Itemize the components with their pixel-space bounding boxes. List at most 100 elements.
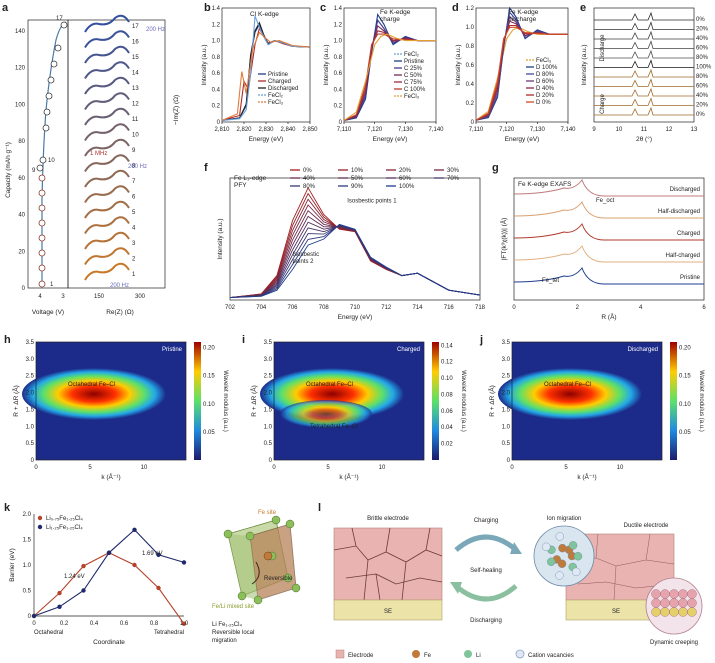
panel-a-point-label: 9 — [32, 168, 36, 174]
y-axis-label: R + ΔR (Å) — [249, 385, 258, 417]
panel-a-nyquist-arc — [84, 185, 130, 204]
panel-g-letter: g — [492, 162, 499, 174]
panel-a-marker — [38, 204, 46, 212]
legend-entry: C 25% — [404, 66, 423, 72]
heatmap-state-label: Charged — [397, 347, 420, 353]
x-tick-label: 7,130 — [398, 127, 414, 133]
xrd-level-label: 20% — [696, 27, 709, 33]
legend-entry: Li₀.₇₅Fe₁.₂₅Cl₄ — [46, 516, 83, 522]
panel-a-ytick: 60 — [18, 176, 25, 182]
creep-atom — [651, 598, 661, 608]
legend-entry: 100% — [399, 184, 415, 190]
panel-b-chart: 2,810 2,820 2,830 2,840 2,850 0 0.2 0.4 0.6 0.8 1.… — [201, 6, 318, 143]
barrier-point — [57, 590, 62, 596]
y-axis-label: Intensity (a.u.) — [455, 44, 462, 85]
y-tick-label: 0.2 — [334, 104, 343, 110]
x-tick-label: 0.8 — [150, 621, 159, 627]
creep-atom — [651, 607, 661, 617]
exafs-trace-label: Discharged — [670, 187, 700, 193]
y-tick-label: 0.6 — [466, 63, 475, 69]
y-axis-label: Intensity (a.u.) — [201, 44, 208, 85]
exafs-trace — [513, 223, 704, 241]
colorbar — [670, 342, 677, 460]
x-tick-label: 10 — [616, 127, 623, 133]
chart-title: charge — [380, 16, 400, 23]
panel-f-letter: f — [204, 162, 208, 174]
x-tick-label: 13 — [691, 127, 698, 133]
y-tick-label: 3.5 — [264, 340, 273, 346]
panel-a-y2label: −Im(Z) (Ω) — [173, 95, 180, 125]
barrier-point — [181, 560, 187, 565]
legend-fe: Fe — [424, 653, 432, 659]
y-tick-label: 1.4 — [212, 6, 221, 12]
panel-j-letter: j — [480, 334, 484, 346]
octahedral-annotation: Octahedral Fe–Cl — [544, 382, 591, 388]
colorbar-tick: 0.02 — [441, 442, 453, 448]
x-tick-label: 7,130 — [530, 127, 546, 133]
panel-f-chart: 702 704 706 708 710 712 714 716 718 Energy (eV) In… — [217, 168, 486, 321]
panel-a-nyquist-arc — [84, 30, 130, 49]
x-tick-label: 0.4 — [90, 621, 99, 627]
legend-entry: 70% — [447, 176, 460, 182]
legend-entry: Discharged — [268, 86, 298, 92]
discharging-label: Discharging — [470, 618, 502, 624]
discharging-arrow — [454, 584, 518, 602]
creep-atom — [669, 598, 679, 608]
x-tick-label: 706 — [287, 305, 298, 311]
panel-a-nyquist-label: 16 — [132, 40, 139, 46]
panel-a-nyquist-label: 2 — [132, 257, 136, 263]
x-tick-label: 7,140 — [560, 127, 576, 133]
legend-swatch — [37, 524, 43, 530]
y-tick-label: 0.4 — [334, 87, 343, 93]
panel-a-marker — [60, 21, 68, 29]
exafs-trace-label: Charged — [677, 231, 700, 237]
x-tick-label: 2,810 — [214, 127, 230, 133]
legend-entry: 50% — [351, 176, 364, 182]
panel-a-marker — [38, 249, 46, 257]
y-tick-label: 0.5 — [26, 441, 35, 447]
x-tick-label: 6 — [702, 305, 706, 311]
legend-entry: D 100% — [536, 65, 558, 71]
colorbar-tick: 0.15 — [203, 374, 215, 380]
structure-caption-2: Reversible local — [212, 630, 254, 636]
chart-title: discharge — [508, 16, 537, 23]
exafs-trace — [513, 201, 704, 219]
panel-e-chart: 0% 20% 40% 60% 80% 100% 80% 60% 40% 20% 0% 9 10 11 12 1… — [581, 7, 712, 143]
x-tick-label: 11 — [641, 127, 648, 133]
panel-a-markers: 1 9 10 17 — [32, 16, 68, 288]
panel-a-ytick: 40 — [18, 213, 25, 219]
y-tick-label: 1.2 — [466, 6, 475, 12]
structure-reversible-label: Reversible — [264, 576, 293, 582]
panel-a-nyquist-label: 3 — [132, 241, 136, 247]
x-tick-label: 0.2 — [60, 621, 69, 627]
tetrahedral-annotation: Tetrahedral Fe–Cl — [310, 424, 358, 430]
panel-a-marker — [38, 174, 46, 182]
pfy-spectrum — [229, 215, 481, 299]
y-axis-label: Barrier (eV) — [9, 548, 16, 582]
panel-a-nyquist-arc — [84, 107, 130, 126]
legend-entry: C 75% — [404, 80, 423, 86]
ion-migration-label: Ion migration — [547, 516, 582, 522]
xrd-level-label: 60% — [696, 84, 709, 90]
legend-electrode: Electrode — [348, 653, 374, 659]
pfy-spectrum — [229, 192, 481, 299]
panel-a-marker — [43, 108, 51, 116]
xrd-trace — [594, 59, 694, 68]
x-tick-label: 1.0 — [180, 621, 189, 627]
panel-a-nyquist-label: 4 — [132, 226, 136, 232]
xrd-level-label: 40% — [696, 93, 709, 99]
ductile-se-label: SE — [612, 609, 620, 615]
x-tick-label: 10 — [379, 465, 386, 471]
panel-c-chart: 7,110 7,120 7,130 7,140 0 0.2 0.4 0.6 0.8 1.0 1.2 1… — [323, 6, 444, 143]
y-tick-label: 2.0 — [23, 512, 32, 518]
panel-a-ytick: 0 — [22, 286, 26, 292]
panel-a-marker — [42, 124, 50, 132]
right-end-label: Tetrahedral — [154, 630, 184, 636]
charging-arrowhead — [510, 542, 522, 554]
isosbestic-2-label: points 2 — [293, 259, 315, 265]
panel-d-chart: 7,110 7,120 7,130 7,140 0 0.2 0.4 0.6 0.8 1.0 1.2 E… — [455, 6, 576, 143]
x-axis-label: Coordinate — [93, 639, 125, 646]
barrier-point — [106, 550, 112, 555]
